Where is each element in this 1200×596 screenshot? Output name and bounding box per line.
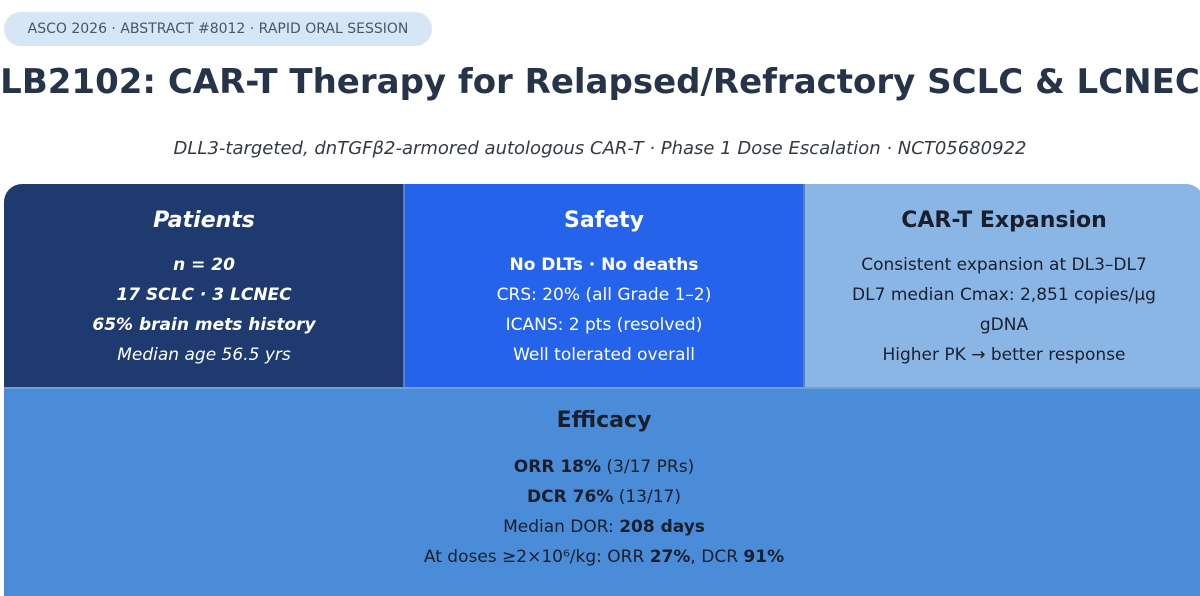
safety-crs: CRS: 20% (all Grade 1–2) — [496, 285, 712, 305]
expansion-cmax: DL7 median Cmax: 2,851 copies/µg — [852, 285, 1156, 305]
patients-brain-mets: 65% brain mets history — [92, 315, 316, 335]
efficacy-dor-prefix: Median DOR: — [503, 517, 620, 537]
efficacy-dor: Median DOR: 208 days — [4, 512, 1200, 542]
efficacy-dose-dcr: 91% — [743, 547, 785, 567]
column-divider — [403, 184, 405, 388]
patients-n: n = 20 — [173, 255, 235, 275]
expansion-consistent: Consistent expansion at DL3–DL7 — [861, 255, 1147, 275]
safety-tolerated: Well tolerated overall — [513, 345, 695, 365]
efficacy-dcr-label: DCR 76% — [527, 487, 614, 507]
session-tag: ASCO 2026 · ABSTRACT #8012 · RAPID ORAL … — [4, 12, 432, 46]
safety-dlt: No DLTs · No deaths — [509, 255, 699, 275]
patients-median-age: Median age 56.5 yrs — [117, 345, 291, 365]
safety-heading: Safety — [563, 208, 645, 233]
efficacy-dor-value: 208 days — [619, 517, 705, 537]
page-title: LB2102: CAR-T Therapy for Relapsed/Refra… — [0, 62, 1200, 102]
safety-panel: Safety No DLTs · No deaths CRS: 20% (all… — [404, 184, 804, 388]
efficacy-dcr-detail: (13/17) — [613, 487, 681, 507]
efficacy-dose-prefix: At doses ≥2×10⁶/kg: ORR — [423, 547, 650, 567]
page-subtitle: DLL3-targeted, dnTGFβ2-armored autologou… — [173, 138, 1027, 159]
column-divider — [803, 184, 805, 388]
efficacy-orr-label: ORR 18% — [513, 457, 602, 477]
efficacy-orr: ORR 18% (3/17 PRs) — [4, 452, 1200, 482]
efficacy-high-dose: At doses ≥2×10⁶/kg: ORR 27%, DCR 91% — [4, 542, 1200, 572]
expansion-pk: Higher PK → better response — [882, 345, 1126, 365]
patients-panel: Patients n = 20 17 SCLC · 3 LCNEC 65% br… — [4, 184, 404, 388]
efficacy-heading: Efficacy — [556, 408, 652, 433]
safety-icans: ICANS: 2 pts (resolved) — [505, 315, 703, 335]
expansion-heading: CAR-T Expansion — [901, 208, 1107, 233]
expansion-panel: CAR-T Expansion Consistent expansion at … — [804, 184, 1200, 388]
summary-grid: Patients n = 20 17 SCLC · 3 LCNEC 65% br… — [4, 184, 1200, 596]
efficacy-orr-detail: (3/17 PRs) — [601, 457, 695, 477]
efficacy-dcr: DCR 76% (13/17) — [4, 482, 1200, 512]
expansion-cmax-unit: gDNA — [979, 315, 1029, 335]
patients-histology: 17 SCLC · 3 LCNEC — [116, 285, 292, 305]
efficacy-dose-mid: , DCR — [690, 547, 744, 567]
efficacy-dose-orr: 27% — [649, 547, 691, 567]
patients-heading: Patients — [153, 208, 255, 233]
row-divider — [4, 387, 1200, 389]
efficacy-panel: Efficacy ORR 18% (3/17 PRs) DCR 76% (13/… — [4, 388, 1200, 596]
